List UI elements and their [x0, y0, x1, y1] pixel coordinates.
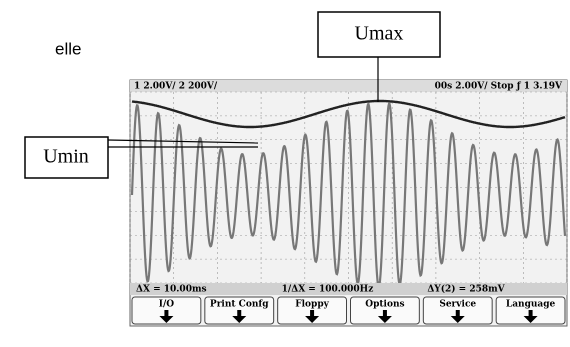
measurements: ΔX = 10.00ms 1/ΔX = 100.000Hz ΔY(2) = 258m… — [136, 284, 506, 295]
softkey-label: Print Confg — [210, 300, 269, 310]
measurement: 1/ΔX = 100.000Hz — [282, 285, 374, 295]
status-left: 1 2.00V/ 2 200V/ — [134, 82, 218, 92]
umax-label: Umax — [355, 23, 404, 45]
page-text: elle — [55, 39, 81, 58]
umin-label: Umin — [43, 146, 89, 168]
status-right: 00s 2.00V/ Stop ƒ 1 3.19V — [435, 82, 563, 92]
softkey-label: Floppy — [295, 300, 329, 310]
measurement: ΔY(2) = 258mV — [427, 284, 505, 295]
softkey-label: I/O — [159, 300, 174, 310]
measurement: ΔX = 10.00ms — [136, 285, 207, 295]
softkey-label: Options — [365, 300, 404, 310]
softkey-label: Language — [506, 300, 556, 310]
page: elle 1 2.00V/ 2 200V/ 00s 2.00V/ Stop ƒ … — [0, 0, 570, 347]
softkey-label: Service — [439, 300, 476, 310]
oscilloscope-screen: 1 2.00V/ 2 200V/ 00s 2.00V/ Stop ƒ 1 3.1… — [130, 80, 567, 326]
